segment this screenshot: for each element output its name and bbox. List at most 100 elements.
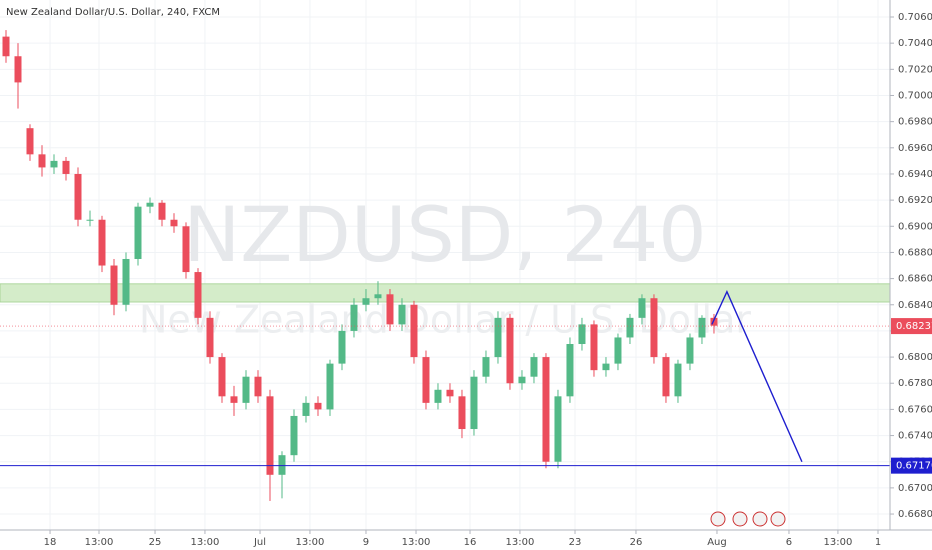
candle-body <box>362 298 370 305</box>
candle-body <box>206 317 214 358</box>
x-tick-label: Aug <box>707 537 727 548</box>
candle-body <box>2 36 10 57</box>
candle-body <box>554 396 562 462</box>
candle-body <box>578 324 586 345</box>
candle-body <box>218 357 226 397</box>
x-tick-label: 13:00 <box>296 537 325 548</box>
candle-body <box>518 376 526 384</box>
price-tag <box>891 457 932 474</box>
candle-body <box>662 357 670 397</box>
candle-body <box>530 357 538 377</box>
candle-body <box>590 324 598 371</box>
candle-body <box>50 160 58 168</box>
event-icon <box>770 511 786 527</box>
candle-body <box>494 317 502 358</box>
x-tick-label: 13:00 <box>85 537 114 548</box>
candle-body <box>14 56 22 83</box>
candle-body <box>638 298 646 318</box>
candle-body <box>542 357 550 462</box>
y-tick-label: 0.66800 <box>898 509 932 520</box>
event-icons <box>710 511 786 527</box>
candle-body <box>122 258 130 305</box>
x-tick-label: 26 <box>630 537 643 548</box>
event-icon <box>732 511 748 527</box>
x-tick-label: 13:00 <box>191 537 220 548</box>
candle-body <box>26 128 34 155</box>
watermark-name: New Zealand Dollar / U.S. Dollar <box>139 298 751 342</box>
x-tick-label: 23 <box>569 537 582 548</box>
candle-body <box>386 294 394 325</box>
candle-body <box>506 317 514 384</box>
candle-body <box>110 265 118 305</box>
x-tick-label: 13:00 <box>506 537 535 548</box>
price-tag <box>891 318 932 335</box>
candle-body <box>170 219 178 227</box>
candle-body <box>710 317 718 326</box>
x-tick-label: 1 <box>875 537 881 548</box>
candle-body <box>422 357 430 403</box>
x-tick-label: 18 <box>44 537 57 548</box>
candle-body <box>398 304 406 325</box>
candle-body <box>290 415 298 456</box>
candle-body <box>350 304 358 331</box>
candle-body <box>230 396 238 403</box>
candle-body <box>602 363 610 371</box>
candle-body <box>674 363 682 397</box>
candle-body <box>38 154 46 168</box>
candle-body <box>266 396 274 475</box>
candle-body <box>98 219 106 266</box>
candle-body <box>410 304 418 358</box>
candle-body <box>326 363 334 410</box>
event-icon <box>752 511 768 527</box>
candle-body <box>650 298 658 358</box>
candle-body <box>86 219 94 221</box>
candle-body <box>134 206 142 259</box>
price-tag-label: 0.67170 <box>896 461 932 472</box>
candle-body <box>626 317 634 338</box>
candle-body <box>74 173 82 220</box>
price-tag-label: 0.68237 <box>896 321 932 332</box>
candle-body <box>482 357 490 377</box>
projection-line <box>711 289 803 463</box>
chart-title: New Zealand Dollar/U.S. Dollar, 240, FXC… <box>6 7 220 18</box>
x-tick-label: 13:00 <box>824 537 853 548</box>
candle-body <box>434 389 442 403</box>
candle-body <box>194 272 202 318</box>
candle-body <box>698 317 706 338</box>
candle-body <box>182 226 190 273</box>
candle-body <box>302 402 310 416</box>
candle-body <box>470 376 478 430</box>
candle-body <box>314 402 322 410</box>
candle-body <box>158 202 166 220</box>
event-icon <box>710 511 726 527</box>
candle-body <box>146 202 154 207</box>
candle-body <box>278 455 286 475</box>
x-tick-label: 25 <box>149 537 162 548</box>
candle-body <box>446 389 454 397</box>
x-tick-label: 9 <box>363 537 369 548</box>
candle-body <box>686 337 694 364</box>
resistance-zone <box>0 283 891 303</box>
x-tick-label: Jul <box>253 537 266 548</box>
candle-body <box>62 160 70 174</box>
candle-body <box>458 396 466 430</box>
candle-body <box>614 337 622 364</box>
candle-body <box>338 330 346 364</box>
candle-body <box>254 376 262 397</box>
watermark-symbol: NZDUSD, 240 <box>183 190 706 279</box>
